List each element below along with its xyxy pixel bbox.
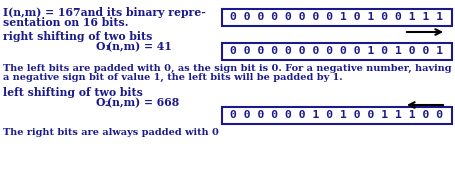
Text: right shifting of two bits: right shifting of two bits [3, 31, 152, 42]
Text: The left bits are padded with 0, as the sign bit is 0. For a negative number, ha: The left bits are padded with 0, as the … [3, 64, 450, 73]
Text: 0 0 0 0 0 0 0 0 1 0 1 0 0 1 1 1: 0 0 0 0 0 0 0 0 1 0 1 0 0 1 1 1 [230, 13, 443, 23]
Text: left shifting of two bits: left shifting of two bits [3, 87, 142, 98]
Text: (n,m) = 668: (n,m) = 668 [107, 97, 179, 108]
Text: a negative sign bit of value 1, the left bits will be padded by 1.: a negative sign bit of value 1, the left… [3, 73, 342, 82]
Text: (n,m) = 41: (n,m) = 41 [107, 41, 172, 52]
Text: 1: 1 [104, 44, 109, 52]
FancyBboxPatch shape [222, 43, 451, 60]
Text: 0 0 0 0 0 0 1 0 1 0 0 1 1 1 0 0: 0 0 0 0 0 0 1 0 1 0 0 1 1 1 0 0 [230, 110, 443, 120]
Text: The right bits are always padded with 0: The right bits are always padded with 0 [3, 128, 218, 137]
Text: sentation on 16 bits.: sentation on 16 bits. [3, 17, 128, 28]
Text: O: O [95, 97, 105, 108]
Text: 0 0 0 0 0 0 0 0 0 0 1 0 1 0 0 1: 0 0 0 0 0 0 0 0 0 0 1 0 1 0 0 1 [230, 46, 443, 56]
Text: I(n,m) = 167and its binary repre-: I(n,m) = 167and its binary repre- [3, 7, 205, 18]
FancyBboxPatch shape [222, 107, 451, 124]
Text: 2: 2 [104, 100, 109, 108]
Text: O: O [95, 41, 105, 52]
FancyBboxPatch shape [222, 9, 451, 26]
